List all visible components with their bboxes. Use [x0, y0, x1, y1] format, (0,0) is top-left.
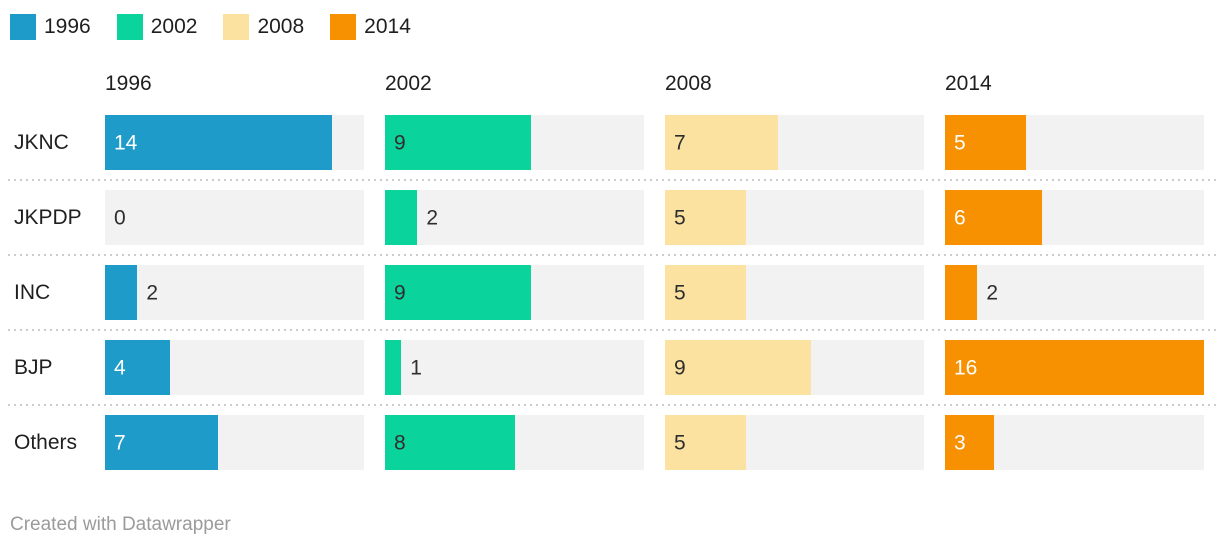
row-label-Others: Others	[14, 430, 78, 454]
bar-value-JKPDP-2008: 5	[674, 206, 686, 229]
bar-INC-1996	[105, 265, 138, 320]
bar-JKPDP-2008	[665, 190, 746, 245]
table-row-JKPDP: JKPDP 0 2 5 6	[0, 181, 1204, 254]
row-divider	[8, 329, 1218, 331]
bar-track-INC-2014: 2	[945, 265, 1204, 320]
bar-JKNC-2008	[665, 115, 779, 170]
bar-JKNC-2002	[385, 115, 531, 170]
table-row-Others: Others 7 8 5 3	[0, 406, 1204, 479]
bar-value-Others-2002: 8	[394, 431, 406, 454]
legend-swatch-2014	[330, 14, 357, 40]
rows-container: JKNC 14 9 7 5 JKPDP 0 2 5 6 INC 2 9 5 2 BJP 4 1 9 16 Others 7…	[0, 106, 1220, 479]
table-row-INC: INC 2 9 5 2	[0, 256, 1204, 329]
legend-item-2002: 2002	[116, 14, 198, 40]
legend-label: 2008	[257, 15, 305, 38]
bar-value-INC-2002: 9	[394, 281, 406, 304]
bar-track-JKNC-1996: 14	[105, 115, 364, 170]
bar-track-JKPDP-2014: 6	[945, 190, 1204, 245]
row-label-JKPDP: JKPDP	[14, 205, 82, 229]
bar-track-BJP-2014: 16	[945, 340, 1204, 395]
column-header-2008: 2008	[665, 72, 712, 95]
legend-swatch-2002	[116, 14, 143, 40]
bar-BJP-1996	[105, 340, 170, 395]
legend-label: 2002	[150, 15, 198, 38]
bar-JKPDP-2014	[945, 190, 1043, 245]
bar-track-JKPDP-2002: 2	[385, 190, 644, 245]
bar-value-JKPDP-2002: 2	[426, 206, 439, 229]
row-label-JKNC: JKNC	[14, 130, 69, 154]
bar-track-Others-2002: 8	[385, 415, 644, 470]
bar-value-BJP-2014: 16	[954, 356, 978, 379]
bar-INC-2002	[385, 265, 531, 320]
legend-item-2008: 2008	[223, 14, 304, 40]
footer-attribution: Created with Datawrapper	[10, 514, 1220, 536]
legend: 1996 2002 2008 2014	[0, 0, 1220, 40]
table-row-JKNC: JKNC 14 9 7 5	[0, 106, 1204, 179]
bar-value-JKPDP-1996: 0	[114, 206, 126, 229]
bar-track-BJP-2008: 9	[665, 340, 924, 395]
column-header-1996: 1996	[105, 72, 152, 95]
header-spacer	[0, 72, 84, 96]
bar-value-JKNC-2014: 5	[954, 131, 966, 154]
bar-value-INC-2014: 2	[986, 281, 999, 304]
row-divider	[8, 404, 1218, 406]
bar-value-Others-2008: 5	[674, 431, 686, 454]
bar-BJP-2008	[665, 340, 811, 395]
row-label-BJP: BJP	[14, 355, 53, 379]
bar-value-Others-2014: 3	[954, 431, 966, 454]
attribution-text: Created with Datawrapper	[10, 514, 231, 535]
column-header-2014: 2014	[945, 72, 992, 95]
bar-track-INC-1996: 2	[105, 265, 364, 320]
bar-track-JKNC-2014: 5	[945, 115, 1204, 170]
legend-item-1996: 1996	[10, 14, 91, 40]
bar-BJP-2014	[945, 340, 1204, 395]
bar-track-INC-2008: 5	[665, 265, 924, 320]
legend-label: 1996	[44, 15, 91, 38]
bar-track-JKPDP-1996: 0	[105, 190, 364, 245]
bar-track-Others-1996: 7	[105, 415, 364, 470]
bar-value-BJP-2002: 1	[410, 356, 422, 379]
bar-INC-2008	[665, 265, 746, 320]
row-label-INC: INC	[14, 280, 51, 304]
bar-Others-2002	[385, 415, 515, 470]
bar-Others-1996	[105, 415, 219, 470]
bar-value-JKNC-1996: 14	[114, 131, 138, 154]
bar-track-INC-2002: 9	[385, 265, 644, 320]
bar-track-JKPDP-2008: 5	[665, 190, 924, 245]
bar-BJP-2002	[385, 340, 402, 395]
bar-INC-2014	[945, 265, 978, 320]
bar-value-Others-1996: 7	[114, 431, 126, 454]
bar-value-INC-2008: 5	[674, 281, 686, 304]
row-divider	[8, 179, 1218, 181]
column-header-2002: 2002	[385, 72, 432, 95]
bar-value-JKPDP-2014: 6	[954, 206, 966, 229]
legend-label: 2014	[364, 15, 411, 38]
column-headers: 1996 2002 2008 2014	[0, 72, 1204, 96]
bar-Others-2014	[945, 415, 994, 470]
bar-value-JKNC-2002: 9	[394, 131, 406, 154]
bar-track-BJP-2002: 1	[385, 340, 644, 395]
bar-Others-2008	[665, 415, 746, 470]
bar-track-Others-2014: 3	[945, 415, 1204, 470]
bar-track-JKNC-2008: 7	[665, 115, 924, 170]
row-divider	[8, 254, 1218, 256]
bar-JKNC-1996	[105, 115, 332, 170]
bar-track-JKNC-2002: 9	[385, 115, 644, 170]
bar-value-BJP-1996: 4	[114, 356, 126, 379]
bar-value-INC-1996: 2	[146, 281, 159, 304]
bar-value-BJP-2008: 9	[674, 356, 686, 379]
legend-swatch-2008	[223, 14, 250, 40]
bar-value-JKNC-2008: 7	[674, 131, 686, 154]
bar-JKNC-2014	[945, 115, 1026, 170]
bar-track-Others-2008: 5	[665, 415, 924, 470]
bar-JKPDP-2002	[385, 190, 418, 245]
legend-swatch-1996	[10, 14, 36, 40]
legend-item-2014: 2014	[330, 14, 411, 40]
bar-track-BJP-1996: 4	[105, 340, 364, 395]
table-row-BJP: BJP 4 1 9 16	[0, 331, 1204, 404]
